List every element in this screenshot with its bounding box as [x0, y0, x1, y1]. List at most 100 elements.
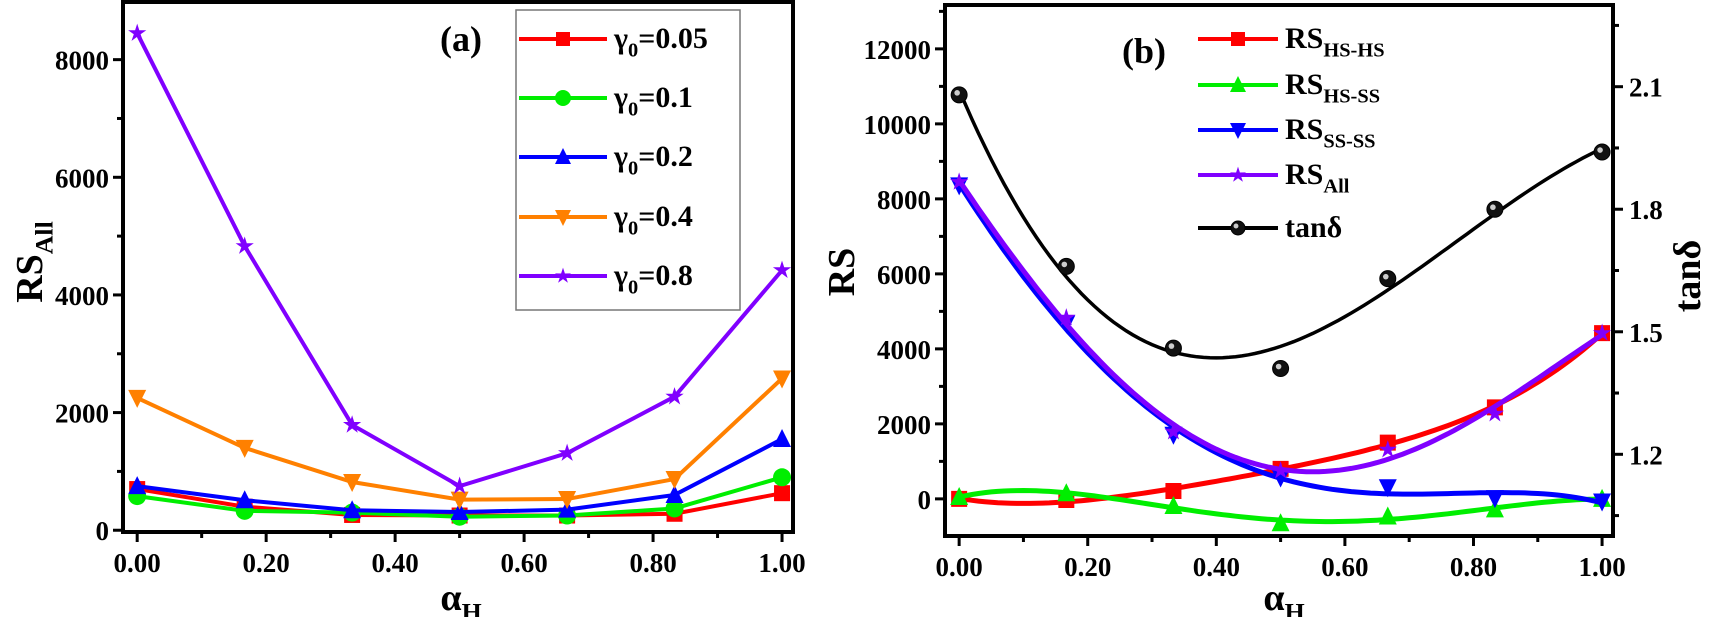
plot-frame [943, 3, 1615, 538]
legend-label-sub: 0 [628, 98, 638, 120]
data-point [773, 429, 792, 448]
data-point [343, 415, 362, 433]
legend-item: RSHS-HS [1198, 22, 1385, 61]
data-point [343, 500, 362, 519]
y-tick-label: 12000 [864, 35, 932, 65]
data-point [235, 236, 254, 254]
x-tick-label: 1.00 [758, 548, 805, 578]
data-point [950, 86, 968, 104]
legend-marker [1230, 76, 1246, 92]
x-axis-label-base: α [1263, 577, 1284, 617]
data-point-highlight [1597, 147, 1603, 153]
x-tick-label: 0.60 [500, 548, 547, 578]
x-axis-label: αH [440, 577, 481, 617]
series-fit-curve [957, 182, 1603, 506]
data-point [558, 443, 577, 461]
data-point [665, 471, 684, 490]
data-point [1271, 513, 1290, 532]
data-point [773, 468, 792, 487]
panel-label: (b) [1122, 31, 1166, 71]
x-tick-label: 0.20 [1064, 552, 1111, 582]
data-point [950, 172, 969, 190]
data-point-highlight [1382, 273, 1389, 280]
legend-item: γ0=0.8 [519, 259, 693, 298]
legend-label: RSAll [1285, 158, 1350, 197]
legend-label-base: RS [1285, 158, 1323, 191]
legend-marker [555, 90, 571, 106]
y-tick-label: 0 [918, 485, 932, 515]
legend-label-base: γ [613, 200, 628, 233]
series-3 [950, 172, 1612, 479]
series-3 [128, 370, 792, 510]
data-point [1271, 469, 1290, 488]
data-point [558, 491, 577, 510]
data-point [450, 491, 469, 510]
legend-marker [555, 210, 571, 226]
data-point [1164, 339, 1182, 357]
legend-label-tail: =0.1 [638, 81, 693, 114]
y2-axis-label: tanδ [1667, 240, 1709, 313]
legend-label-base: γ [613, 22, 628, 55]
x-axis-label-sub: H [1285, 598, 1305, 617]
data-point [1485, 404, 1504, 422]
legend-item: RSAll [1198, 158, 1350, 197]
legend-label-base: tanδ [1285, 211, 1342, 244]
y2-tick-label: 1.8 [1629, 195, 1663, 225]
x-tick-label: 0.00 [114, 548, 161, 578]
x-tick-label: 0.80 [1450, 552, 1497, 582]
legend-label: RSHS-SS [1285, 68, 1380, 107]
data-point [235, 490, 254, 509]
data-point [665, 499, 684, 518]
data-point [1057, 257, 1075, 275]
legend-label: γ0=0.4 [613, 200, 693, 239]
legend-marker [555, 148, 571, 164]
x-tick-label: 0.60 [1321, 552, 1368, 582]
data-point [1057, 483, 1076, 502]
data-point [950, 487, 969, 505]
legend-label-base: γ [613, 81, 628, 114]
y-tick-label: 0 [96, 516, 110, 546]
data-point [1378, 506, 1397, 525]
legend-label-sub: HS-SS [1323, 85, 1380, 107]
chart-panel-b: 0.00 0.20 0.40 0.60 0.80 1.00 0 2000 4000 6000 800… [821, 3, 1709, 617]
legend-marker-highlight [1233, 223, 1239, 229]
legend-label-sub: All [1323, 175, 1349, 197]
chart-panel-a: 0.00 0.20 0.40 0.60 0.80 1.00 0 2000 4000 6000 800… [9, 0, 806, 617]
data-point [1485, 499, 1504, 518]
y-tick-label: 2000 [55, 399, 109, 429]
legend-marker [1230, 166, 1246, 182]
legend-item: tanδ [1198, 211, 1342, 244]
legend-marker [555, 267, 571, 283]
data-point [1272, 360, 1290, 378]
legend-label: γ0=0.05 [613, 22, 708, 61]
x-axis-label-sub: H [462, 598, 482, 617]
legend-label-tail: =0.05 [638, 22, 708, 55]
data-point [774, 485, 791, 502]
data-point [1165, 483, 1182, 499]
data-point [450, 476, 469, 494]
x-tick-label: 0.00 [936, 552, 983, 582]
legend-marker [1230, 123, 1246, 139]
legend-label: RSHS-HS [1285, 22, 1385, 61]
y-tick-label: 8000 [877, 185, 931, 215]
y-tick-label: 6000 [877, 260, 931, 290]
legend-item: RSSS-SS [1198, 113, 1376, 152]
y-axis-label: RS [821, 248, 863, 297]
legend-item: γ0=0.4 [519, 200, 693, 239]
legend-label: tanδ [1285, 211, 1342, 244]
legend-marker [1230, 220, 1246, 236]
data-point [1592, 323, 1612, 341]
data-point [1379, 270, 1397, 288]
data-point [1593, 493, 1612, 512]
data-point [773, 370, 792, 389]
data-point [665, 387, 684, 405]
x-axis-label: αH [1263, 577, 1304, 617]
y-axis-label-base: RS [821, 248, 863, 297]
data-point-highlight [1061, 261, 1068, 268]
legend-label: γ0=0.8 [613, 259, 693, 298]
y-axis-label: RSAll [9, 221, 59, 303]
legend-item: γ0=0.05 [519, 22, 708, 61]
